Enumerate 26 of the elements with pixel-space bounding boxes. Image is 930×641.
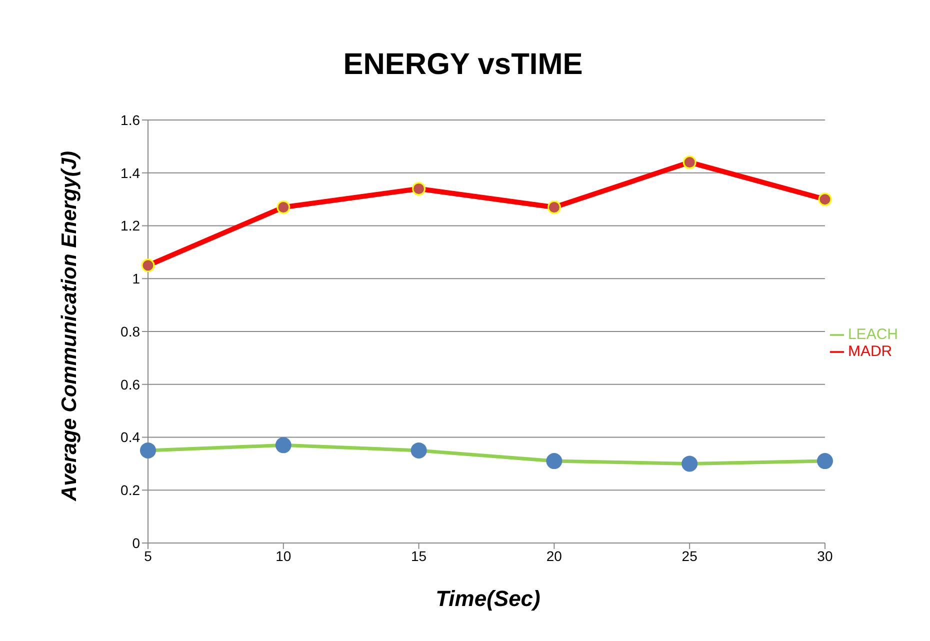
y-tick-label: 1.2: [120, 218, 140, 234]
x-tick-label: 10: [276, 548, 292, 564]
x-tick-label: 20: [546, 548, 562, 564]
legend-label: LEACH: [848, 326, 898, 343]
y-tick-label: 1: [132, 270, 140, 287]
legend-label: MADR: [848, 343, 892, 360]
x-tick-label: 30: [817, 548, 833, 564]
y-tick-label: 0: [132, 534, 140, 551]
point: [275, 437, 292, 454]
y-tick-label: 0.2: [120, 482, 140, 498]
y-tick-label: 0.6: [120, 376, 140, 392]
point: [682, 456, 698, 472]
y-tick-label: 0.8: [120, 323, 140, 340]
x-tick-label: 25: [682, 548, 698, 564]
x-tick-label: 15: [411, 548, 427, 564]
y-tick-label: 0.4: [120, 429, 140, 446]
x-axis-title: Time(Sec): [434, 586, 542, 612]
chart-title: ENERGY vsTIME: [342, 48, 584, 82]
point: [410, 442, 427, 458]
y-tick-label: 1.4: [120, 164, 140, 181]
point: [140, 442, 156, 458]
y-tick-label: 1.6: [120, 112, 140, 128]
y-axis-title: Average Communication Energy(J): [58, 150, 82, 502]
point: [546, 453, 562, 470]
x-tick-label: 5: [144, 548, 152, 564]
point: [816, 453, 833, 470]
